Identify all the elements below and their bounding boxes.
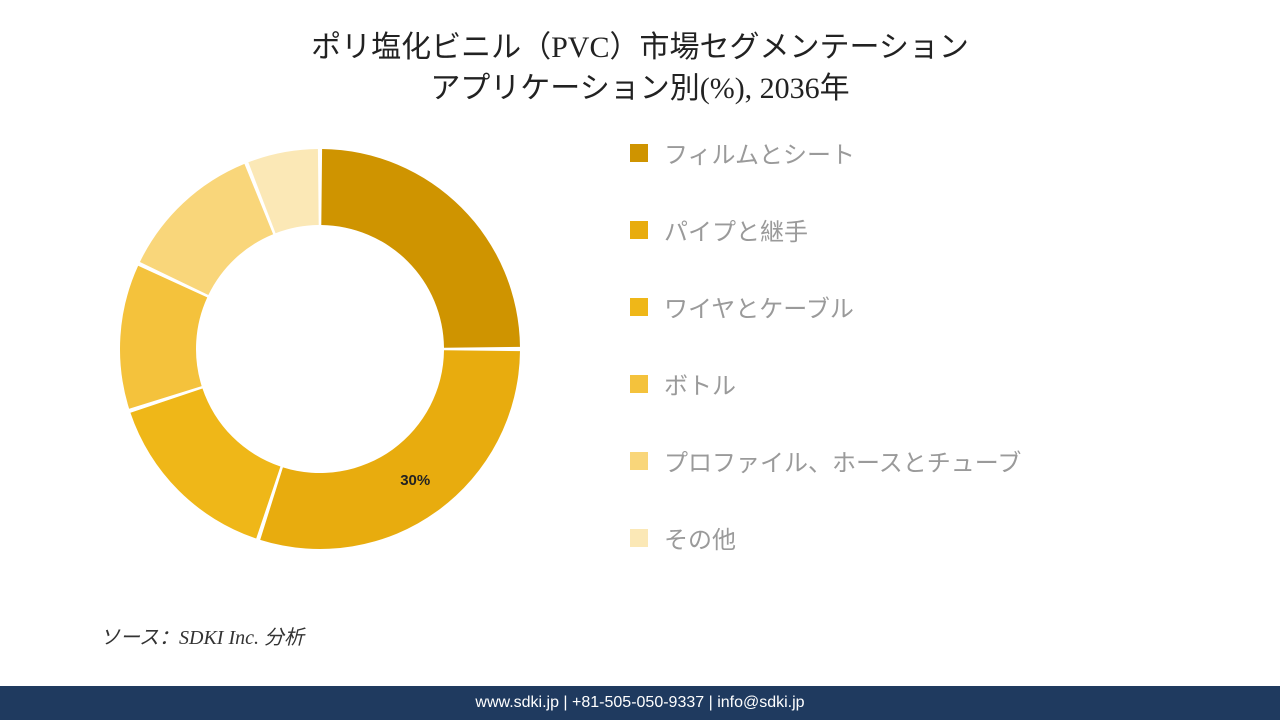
legend-swatch [630, 144, 648, 162]
legend-item: パイプと継手 [630, 212, 1220, 247]
main-content: 30% フィルムとシートパイプと継手ワイヤとケーブルボトルプロファイル、ホースと… [0, 109, 1280, 569]
donut-svg: 30% [100, 129, 540, 569]
legend-item: ワイヤとケーブル [630, 289, 1220, 324]
chart-title-block: ポリ塩化ビニル（PVC）市場セグメンテーション アプリケーション別(%), 20… [0, 0, 1280, 109]
legend-swatch [630, 221, 648, 239]
donut-slice [260, 350, 520, 549]
legend: フィルムとシートパイプと継手ワイヤとケーブルボトルプロファイル、ホースとチューブ… [540, 129, 1220, 569]
donut-slice [140, 164, 273, 295]
donut-slice [130, 389, 280, 539]
donut-chart: 30% [100, 129, 540, 569]
legend-label: パイプと継手 [664, 212, 808, 247]
legend-item: フィルムとシート [630, 135, 1220, 170]
legend-swatch [630, 298, 648, 316]
footer-bar: www.sdki.jp | +81-505-050-9337 | info@sd… [0, 686, 1280, 720]
footer-text: www.sdki.jp | +81-505-050-9337 | info@sd… [475, 694, 804, 712]
slice-value-label: 30% [400, 472, 430, 489]
legend-label: フィルムとシート [664, 135, 855, 170]
source-attribution: ソース：SDKI Inc. 分析 [100, 621, 304, 650]
legend-swatch [630, 452, 648, 470]
donut-slice [321, 149, 520, 348]
legend-label: その他 [664, 520, 736, 555]
title-line-2: アプリケーション別(%), 2036年 [0, 69, 1280, 110]
legend-label: ワイヤとケーブル [664, 289, 854, 324]
title-line-1: ポリ塩化ビニル（PVC）市場セグメンテーション [0, 28, 1280, 69]
legend-item: その他 [630, 520, 1220, 555]
legend-swatch [630, 375, 648, 393]
legend-label: プロファイル、ホースとチューブ [664, 443, 1021, 478]
legend-item: プロファイル、ホースとチューブ [630, 443, 1220, 478]
legend-item: ボトル [630, 366, 1220, 401]
legend-label: ボトル [664, 366, 736, 401]
legend-swatch [630, 529, 648, 547]
